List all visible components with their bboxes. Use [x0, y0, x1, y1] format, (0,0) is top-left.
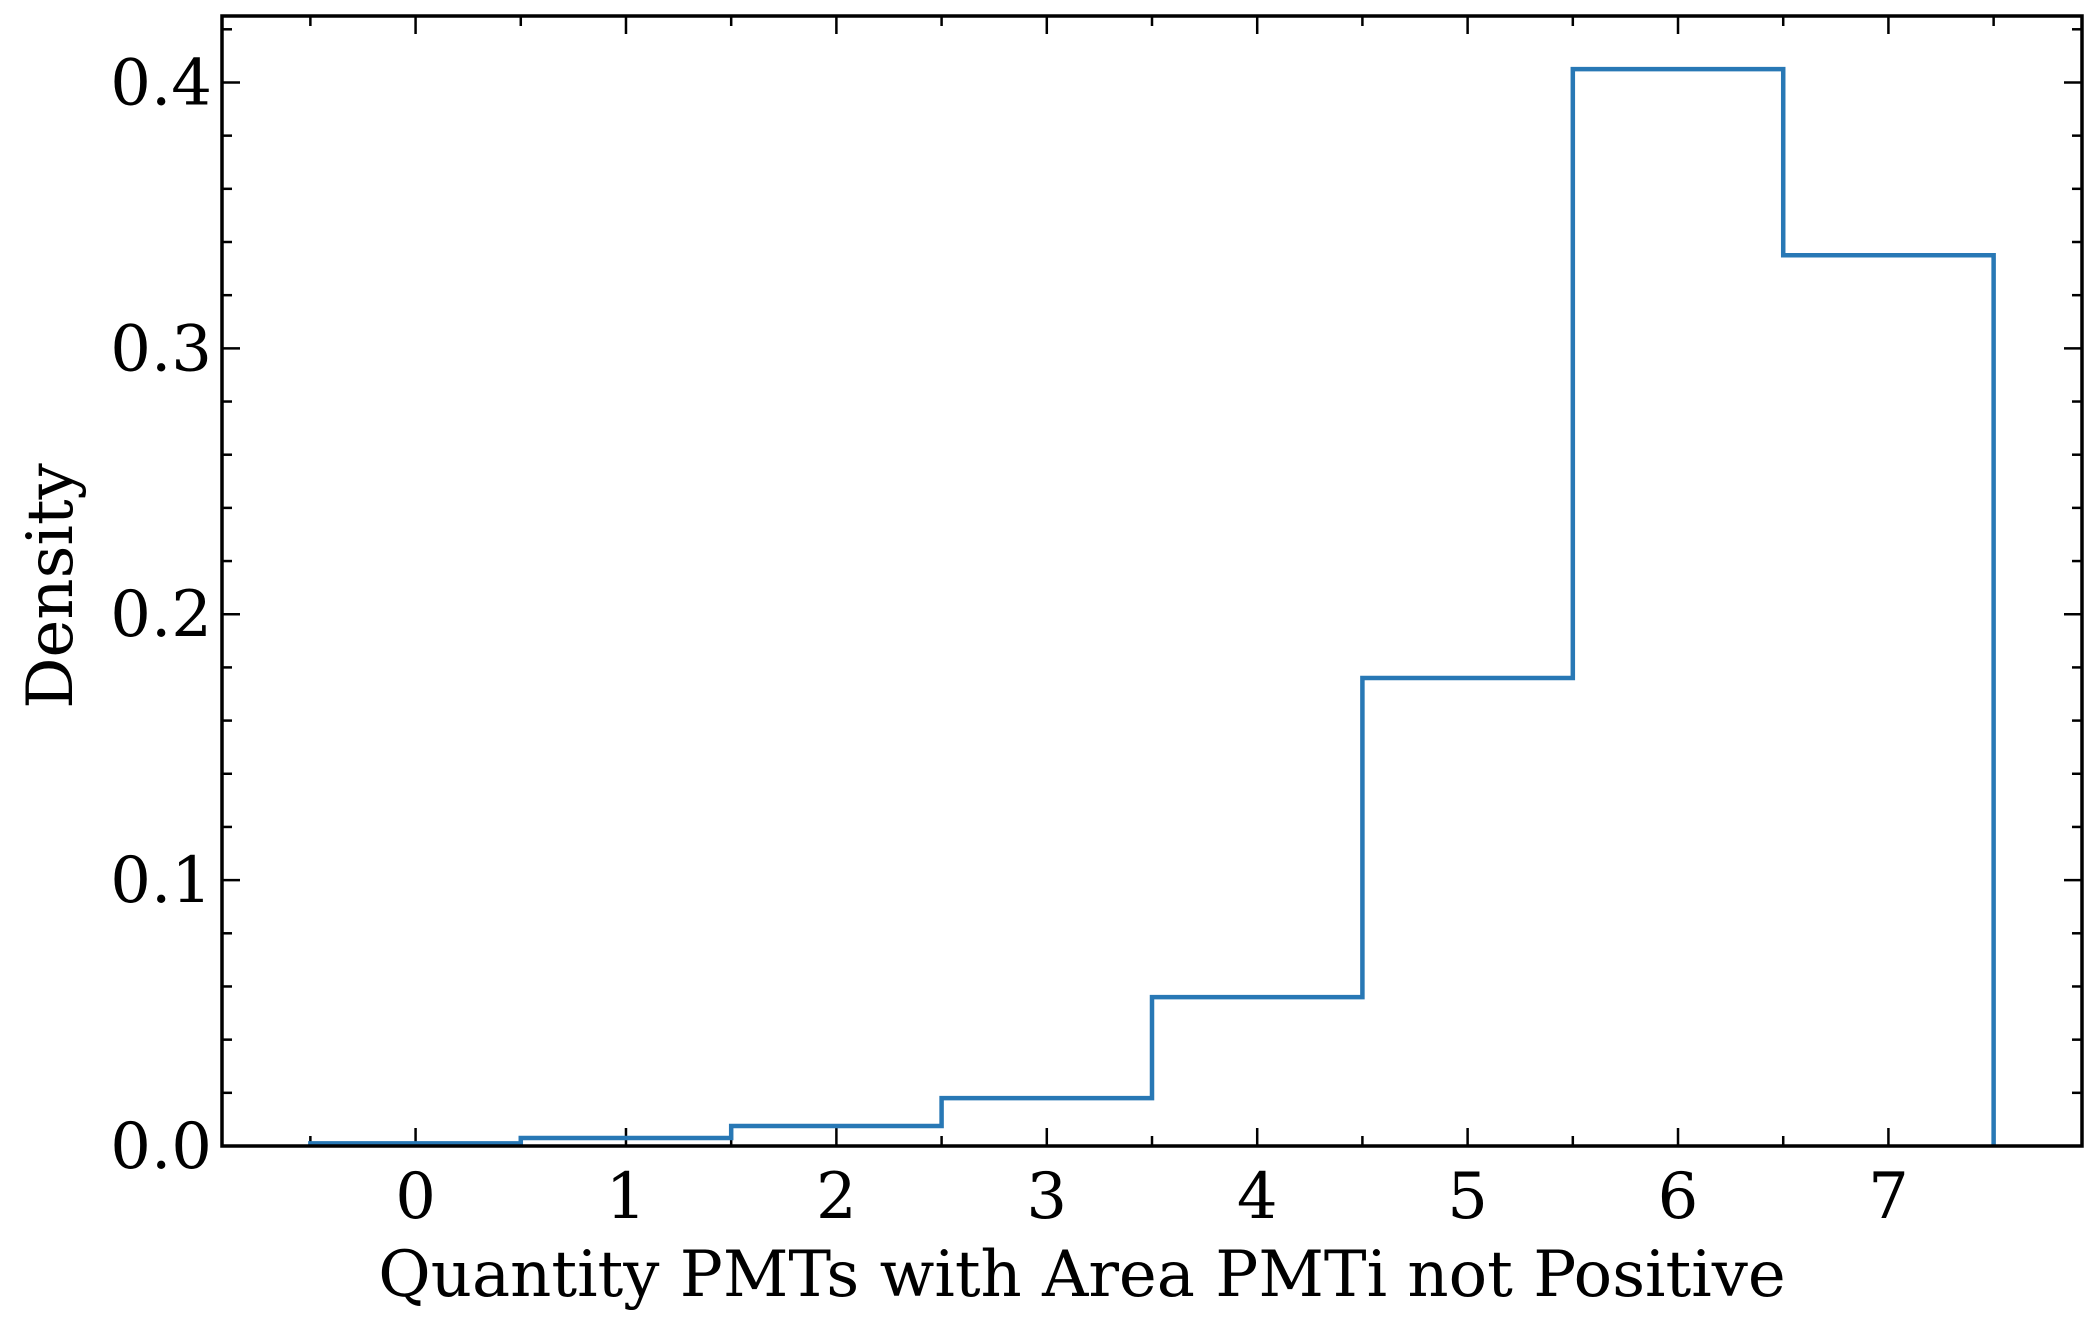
x-tick-label: 4: [1237, 1160, 1278, 1234]
histogram-step-line: [308, 66, 1996, 1146]
y-tick-label: 0.2: [110, 578, 212, 652]
y-tick-label: 0.1: [110, 844, 212, 918]
y-tick-label: 0.0: [110, 1110, 212, 1184]
x-tick-label: 5: [1447, 1160, 1488, 1234]
histogram-bin-4: [1152, 997, 1362, 1146]
y-tick-label: 0.3: [110, 312, 212, 386]
y-tick-labels: 0.0 0.1 0.2 0.3 0.4: [110, 46, 212, 1184]
y-axis-label: Density: [14, 463, 88, 709]
x-tick-label: 2: [816, 1160, 857, 1234]
x-axis-label: Quantity PMTs with Area PMTi not Positiv…: [378, 1238, 1785, 1312]
histogram-bin-5: [1362, 678, 1572, 1146]
x-tick-label: 6: [1658, 1160, 1699, 1234]
x-tick-labels: 0 1 2 3 4 5 6 7: [395, 1160, 1909, 1234]
x-tick-label: 7: [1868, 1160, 1909, 1234]
histogram-bin-6: [1573, 69, 1783, 1146]
histogram-bins: [310, 69, 1993, 1146]
y-tick-label: 0.4: [110, 46, 212, 120]
axis-ticks: [222, 16, 2082, 1148]
x-tick-label: 1: [606, 1160, 647, 1234]
x-tick-label: 3: [1026, 1160, 1067, 1234]
histogram-bin-7: [1783, 255, 1993, 1146]
x-tick-label: 0: [395, 1160, 436, 1234]
plot-frame: [220, 14, 2084, 1148]
